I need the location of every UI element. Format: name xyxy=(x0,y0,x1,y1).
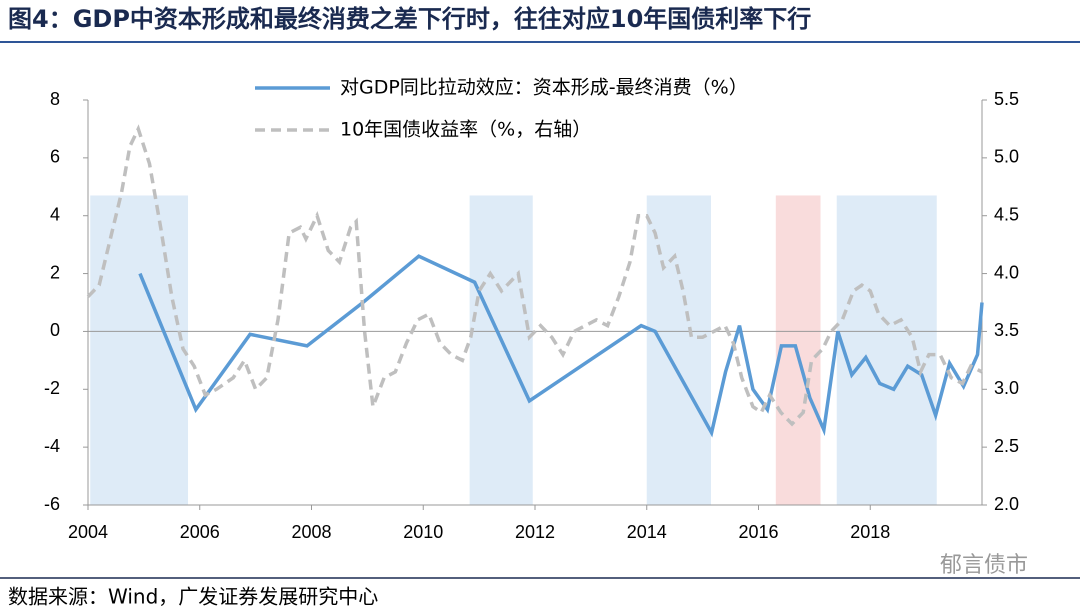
x-tick-label: 2008 xyxy=(291,522,331,542)
x-tick-label: 2014 xyxy=(627,522,667,542)
y2-tick-label: 5.0 xyxy=(994,147,1019,167)
x-tick-label: 2010 xyxy=(403,522,443,542)
watermark: 郁言债市 xyxy=(940,553,1028,578)
y-tick-label: -2 xyxy=(44,378,60,398)
y2-tick-label: 4.5 xyxy=(994,204,1019,224)
series-line xyxy=(138,254,984,438)
legend-label: 10年国债收益率（%，右轴） xyxy=(340,119,591,141)
source-note: 数据来源：Wind，广发证券发展研究中心 xyxy=(8,585,378,609)
y-tick-label: 0 xyxy=(50,320,60,340)
y2-tick-label: 2.0 xyxy=(994,494,1019,514)
y-tick-label: -4 xyxy=(44,436,60,456)
legend-label: 对GDP同比拉动效应：资本形成-最终消费（%） xyxy=(340,77,748,99)
shaded-band xyxy=(469,195,533,505)
y2-tick-label: 2.5 xyxy=(994,436,1019,456)
shaded-band xyxy=(836,195,937,505)
x-tick-label: 2012 xyxy=(515,522,555,542)
series-line xyxy=(86,124,983,427)
chart-title: 图4：GDP中资本形成和最终消费之差下行时，往往对应10年国债利率下行 xyxy=(8,5,811,33)
shaded-band xyxy=(646,195,712,505)
y-tick-label: 2 xyxy=(50,262,60,282)
y2-tick-label: 3.5 xyxy=(994,320,1019,340)
x-tick-label: 2006 xyxy=(180,522,220,542)
y-tick-label: 6 xyxy=(50,147,60,167)
y-tick-label: -6 xyxy=(44,494,60,514)
x-tick-label: 2018 xyxy=(850,522,890,542)
y-tick-label: 4 xyxy=(50,204,60,224)
x-tick-label: 2016 xyxy=(738,522,778,542)
y2-tick-label: 5.5 xyxy=(994,89,1019,109)
x-tick-label: 2004 xyxy=(68,522,108,542)
y-tick-label: 8 xyxy=(50,89,60,109)
y2-tick-label: 4.0 xyxy=(994,262,1019,282)
y2-tick-label: 3.0 xyxy=(994,378,1019,398)
